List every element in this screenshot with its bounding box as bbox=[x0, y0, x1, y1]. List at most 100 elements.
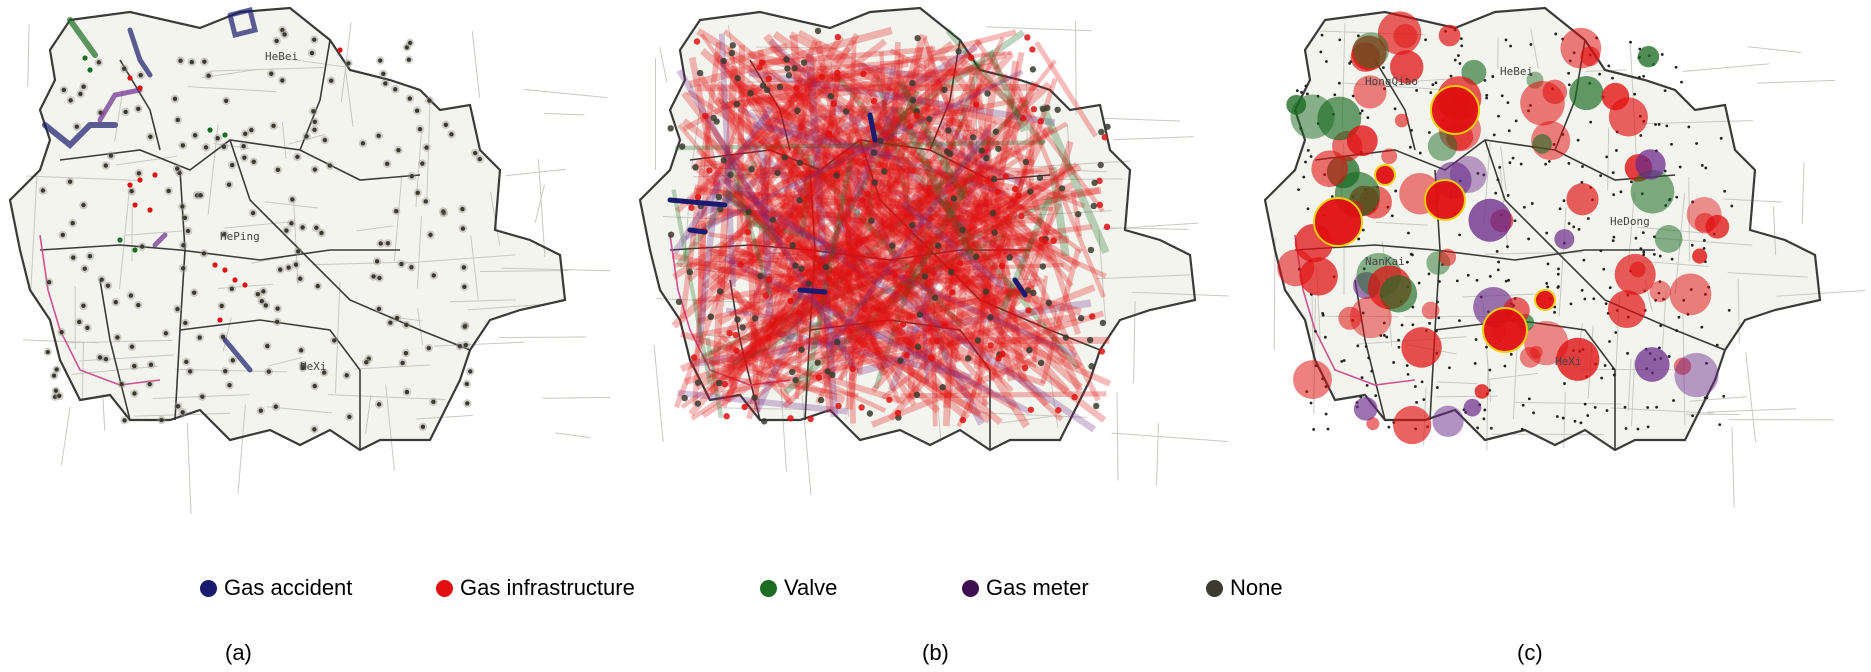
none-node bbox=[140, 244, 144, 248]
sensor-point bbox=[1356, 344, 1359, 347]
network-node bbox=[795, 309, 801, 315]
network-node bbox=[951, 195, 957, 201]
sensor-point bbox=[1642, 75, 1645, 78]
network-node bbox=[909, 80, 915, 86]
sensor-point bbox=[1357, 238, 1360, 241]
network-node bbox=[909, 222, 915, 228]
network-node bbox=[747, 90, 753, 96]
sensor-point bbox=[1577, 139, 1580, 142]
none-node bbox=[252, 160, 256, 164]
sensor-point bbox=[1394, 190, 1397, 193]
legend-label: Gas meter bbox=[986, 575, 1089, 601]
valve-node bbox=[132, 247, 137, 252]
network-node bbox=[786, 72, 792, 78]
none-node bbox=[81, 85, 85, 89]
road bbox=[555, 433, 590, 438]
district-label: HeXi bbox=[1555, 355, 1582, 368]
none-node bbox=[176, 118, 180, 122]
none-node bbox=[188, 369, 192, 373]
road bbox=[542, 397, 610, 399]
sensor-point bbox=[1700, 326, 1703, 329]
none-node bbox=[71, 255, 75, 259]
network-node bbox=[695, 194, 701, 200]
network-node bbox=[995, 146, 1001, 152]
none-node bbox=[54, 367, 58, 371]
network-node bbox=[860, 71, 866, 77]
sensor-point bbox=[1613, 236, 1616, 239]
district-label: NanKai bbox=[1365, 255, 1405, 268]
none-node bbox=[198, 193, 202, 197]
sensor-point bbox=[1563, 382, 1566, 385]
none-node bbox=[184, 360, 188, 364]
road bbox=[103, 394, 105, 430]
network-node bbox=[1104, 124, 1110, 130]
sensor-point bbox=[1422, 398, 1425, 401]
highlighted-risk-node bbox=[1431, 86, 1479, 134]
network-node bbox=[706, 167, 712, 173]
sensor-point bbox=[1703, 239, 1706, 242]
none-node bbox=[427, 346, 431, 350]
road bbox=[1112, 433, 1228, 441]
sensor-point bbox=[1668, 355, 1671, 358]
network-node bbox=[787, 298, 793, 304]
sensor-point bbox=[1602, 268, 1605, 271]
risk-bubble bbox=[1520, 81, 1565, 126]
risk-bubble bbox=[1554, 229, 1574, 249]
sensor-point bbox=[1556, 415, 1559, 418]
none-node bbox=[241, 144, 245, 148]
sensor-point bbox=[1394, 107, 1397, 110]
network-node bbox=[667, 125, 673, 131]
network-node bbox=[748, 166, 754, 172]
network-node bbox=[679, 143, 685, 149]
none-node bbox=[275, 306, 279, 310]
sensor-point bbox=[1584, 403, 1587, 406]
district-label: HeBei bbox=[1500, 65, 1533, 78]
network-node bbox=[889, 243, 895, 249]
network-node bbox=[948, 269, 954, 275]
none-node bbox=[313, 167, 317, 171]
district-label: HeXi bbox=[300, 360, 327, 373]
sensor-point bbox=[1612, 239, 1615, 242]
district-label: HongQiao bbox=[1365, 75, 1418, 88]
sensor-point bbox=[1514, 219, 1517, 222]
valve-node bbox=[222, 132, 227, 137]
sensor-point bbox=[1557, 268, 1560, 271]
risk-bubble bbox=[1692, 249, 1707, 264]
risk-bubble bbox=[1635, 347, 1670, 382]
network-node bbox=[913, 112, 919, 118]
none-node bbox=[462, 265, 466, 269]
sensor-point bbox=[1608, 340, 1611, 343]
network-node bbox=[868, 217, 874, 223]
legend-label: None bbox=[1230, 575, 1283, 601]
none-node bbox=[274, 39, 278, 43]
sensor-point bbox=[1720, 137, 1723, 140]
road bbox=[61, 407, 70, 465]
none-node bbox=[388, 321, 392, 325]
none-node bbox=[276, 168, 280, 172]
sensor-point bbox=[1626, 352, 1629, 355]
risk-bubble bbox=[1638, 46, 1659, 67]
risk-bubble bbox=[1468, 199, 1511, 242]
sensor-point bbox=[1607, 64, 1610, 67]
none-node bbox=[347, 415, 351, 419]
none-node bbox=[265, 344, 269, 348]
none-node bbox=[61, 233, 65, 237]
sensor-point bbox=[1629, 41, 1632, 44]
none-node bbox=[300, 225, 304, 229]
sensor-point bbox=[1592, 297, 1595, 300]
sensor-point bbox=[1494, 192, 1497, 195]
sensor-point bbox=[1365, 345, 1368, 348]
none-node bbox=[420, 161, 424, 165]
none-node bbox=[249, 128, 253, 132]
network-node bbox=[877, 138, 883, 144]
network-node bbox=[741, 404, 747, 410]
road bbox=[1274, 238, 1275, 350]
sensor-point bbox=[1458, 62, 1461, 65]
map-b-canvas bbox=[630, 0, 1240, 580]
none-node bbox=[215, 136, 219, 140]
none-node bbox=[109, 153, 113, 157]
none-node bbox=[197, 335, 201, 339]
network-node bbox=[914, 392, 920, 398]
network-node bbox=[745, 209, 751, 215]
network-node bbox=[796, 197, 802, 203]
